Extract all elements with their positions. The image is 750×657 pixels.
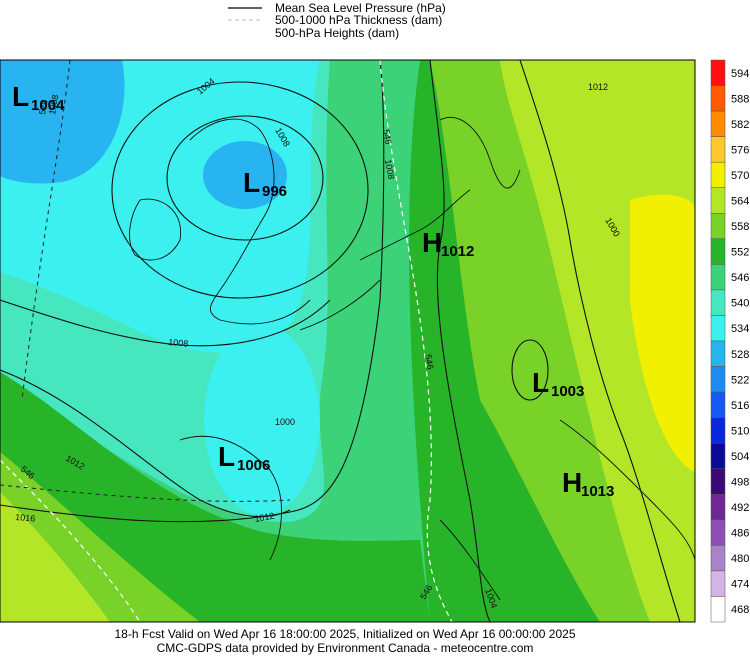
footer-text: 18-h Fcst Valid on Wed Apr 16 18:00:00 2… bbox=[115, 627, 576, 641]
pressure-center-letter: H bbox=[422, 227, 442, 258]
colorbar-label: 504 bbox=[731, 451, 749, 463]
contour-label: 546 bbox=[423, 354, 435, 371]
pressure-center-value: 1013 bbox=[581, 483, 614, 500]
legend-label: Mean Sea Level Pressure (hPa) bbox=[275, 1, 446, 15]
colorbar-label: 522 bbox=[731, 374, 749, 386]
colorbar-swatch bbox=[710, 494, 726, 521]
colorbar-label: 576 bbox=[731, 144, 749, 156]
colorbar-label: 528 bbox=[731, 349, 749, 361]
colorbar-swatch bbox=[710, 238, 726, 265]
pressure-center-letter: L bbox=[12, 81, 29, 112]
colorbar-label: 480 bbox=[731, 553, 749, 565]
colorbar-swatch bbox=[710, 417, 726, 444]
pressure-center-value: 1003 bbox=[551, 383, 584, 400]
contour-label: 546 bbox=[381, 129, 393, 146]
pressure-center-value: 996 bbox=[262, 183, 287, 200]
pressure-center-letter: L bbox=[532, 367, 549, 398]
pressure-center-value: 1012 bbox=[441, 243, 474, 260]
colorbar-label: 474 bbox=[731, 579, 749, 591]
colorbar-swatch bbox=[710, 570, 726, 597]
contour-label: 1008 bbox=[383, 159, 396, 180]
colorbar-label: 486 bbox=[731, 528, 749, 540]
colorbar-label: 516 bbox=[731, 400, 749, 412]
colorbar-swatch bbox=[710, 340, 726, 367]
legend: Mean Sea Level Pressure (hPa) 500-1000 h… bbox=[228, 1, 446, 40]
colorbar-label: 570 bbox=[731, 170, 749, 182]
footer-text: CMC-GDPS data provided by Environment Ca… bbox=[157, 641, 534, 655]
colorbar-label: 492 bbox=[731, 502, 749, 514]
legend-label: 500-1000 hPa Thickness (dam) bbox=[275, 13, 442, 27]
colorbar-swatch bbox=[710, 136, 726, 163]
map-fields bbox=[0, 60, 695, 622]
colorbar-label: 552 bbox=[731, 247, 749, 259]
colorbar-swatch bbox=[710, 391, 726, 418]
map-frame bbox=[0, 59, 696, 623]
pressure-center-letter: L bbox=[218, 441, 235, 472]
colorbar-swatch bbox=[710, 315, 726, 342]
pressure-center-letter: L bbox=[243, 167, 260, 198]
contour-label: 1008 bbox=[47, 94, 60, 115]
colorbar-swatch bbox=[710, 213, 726, 240]
colorbar-swatch bbox=[710, 187, 726, 214]
colorbar-label: 468 bbox=[731, 604, 749, 616]
contour-label: 1012 bbox=[254, 511, 275, 524]
colorbar-label: 540 bbox=[731, 298, 749, 310]
colorbar-swatch bbox=[710, 519, 726, 546]
colorbar-label: 510 bbox=[731, 425, 749, 437]
colorbar-swatch bbox=[710, 545, 726, 572]
colorbar-swatch bbox=[710, 289, 726, 316]
colorbar-label: 546 bbox=[731, 272, 749, 284]
colorbar-label: 588 bbox=[731, 93, 749, 105]
colorbar-swatch bbox=[710, 85, 726, 112]
colorbar-label: 564 bbox=[731, 196, 749, 208]
colorbar-swatch bbox=[710, 468, 726, 495]
colorbar-label: 582 bbox=[731, 119, 749, 131]
colorbar-swatch bbox=[710, 161, 726, 188]
colorbar-swatch bbox=[710, 366, 726, 393]
contour-label: 1000 bbox=[275, 417, 295, 427]
colorbar-swatch bbox=[710, 442, 726, 469]
colorbar-swatch bbox=[710, 596, 726, 623]
colorbar-label: 594 bbox=[731, 68, 749, 80]
pressure-center-letter: H bbox=[562, 467, 582, 498]
contour-label: 528 bbox=[37, 99, 49, 116]
colorbar-swatch bbox=[710, 59, 726, 86]
colorbar-label: 558 bbox=[731, 221, 749, 233]
contour-label: 1016 bbox=[15, 512, 36, 524]
colorbar-swatch bbox=[710, 264, 726, 291]
contour-label: 1012 bbox=[588, 82, 608, 92]
pressure-center-value: 1006 bbox=[237, 457, 270, 474]
colorbar-label: 534 bbox=[731, 323, 749, 335]
colorbar-swatch bbox=[710, 110, 726, 137]
contour-label: 1008 bbox=[168, 337, 189, 349]
colorbar-label: 498 bbox=[731, 477, 749, 489]
legend-label: 500-hPa Heights (dam) bbox=[275, 26, 399, 40]
pressure-center-value: 1004 bbox=[31, 97, 65, 114]
